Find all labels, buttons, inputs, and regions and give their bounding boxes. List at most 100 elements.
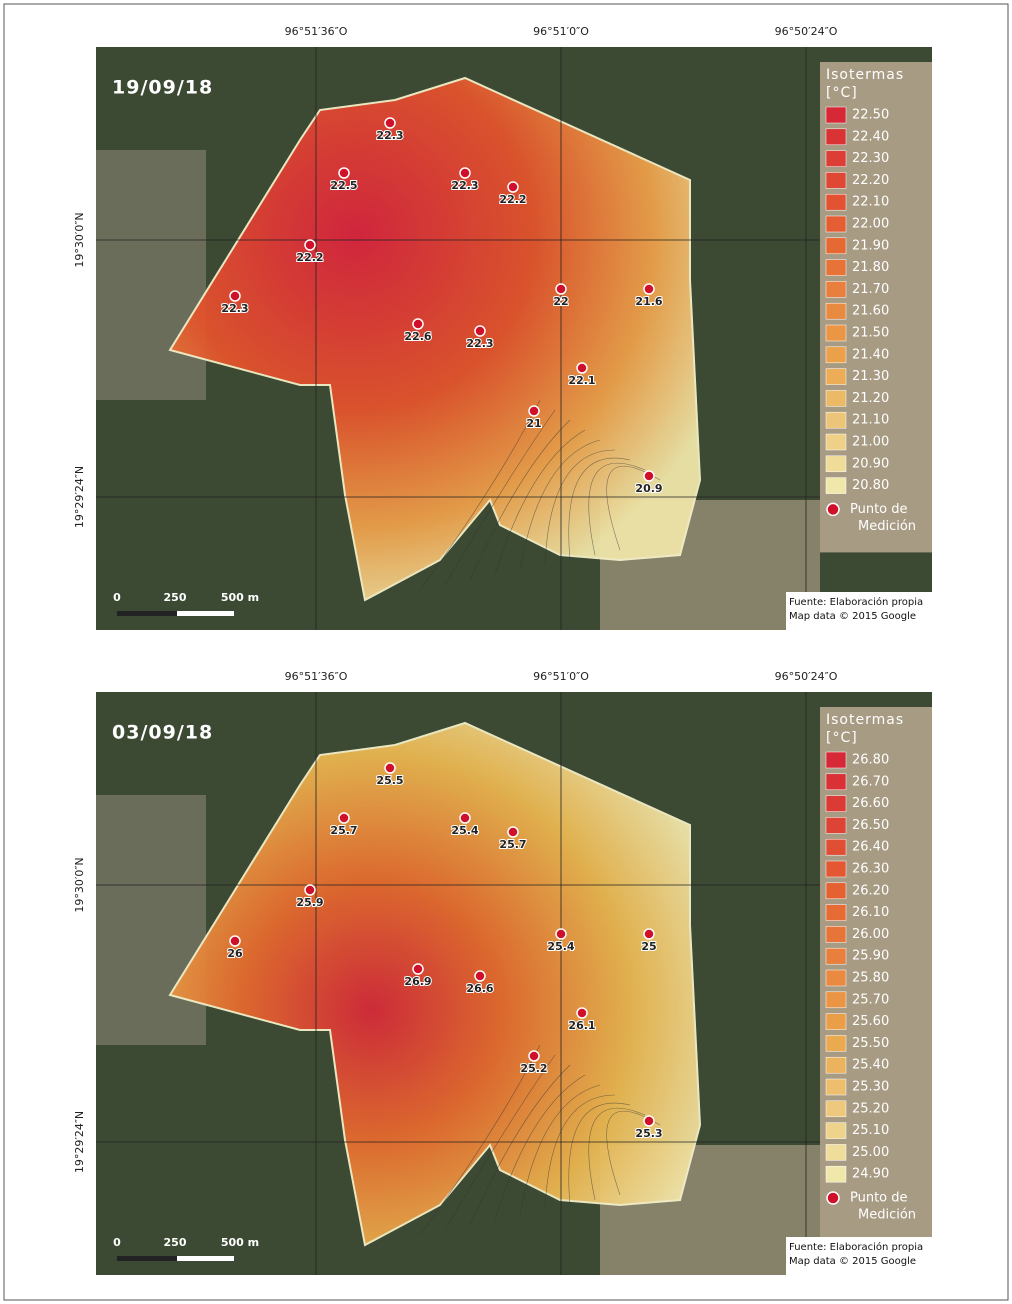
legend-entry: 21.00 [852, 435, 889, 450]
legend-swatch [825, 860, 847, 878]
scale-label: 250 [164, 1236, 187, 1249]
legend-entry: 21.80 [852, 260, 889, 275]
scale-label: 250 [164, 591, 187, 604]
source-text: Map data © 2015 Google [789, 1256, 916, 1267]
source-box [786, 1237, 932, 1275]
measurement-point [338, 812, 350, 824]
legend-swatch [825, 455, 847, 473]
measurement-point [555, 283, 567, 295]
legend-point-label: Medición [858, 519, 916, 534]
longitude-label: 96°51′0″O [533, 670, 589, 683]
legend-entry: 21.20 [852, 391, 889, 406]
isotherm-line [606, 465, 661, 551]
legend-entry: 21.30 [852, 369, 889, 384]
legend-swatch [825, 172, 847, 189]
legend-entry: 21.50 [852, 326, 889, 341]
longitude-label: 96°51′36″O [285, 25, 348, 38]
legend-swatch [825, 947, 847, 965]
legend-entry: 25.80 [852, 971, 889, 986]
isotherm-line [494, 1074, 586, 1221]
legend-entry: 25.00 [852, 1145, 889, 1160]
point-value: 25.5 [376, 774, 403, 787]
point-value: 26.1 [568, 1019, 595, 1032]
point-value: 25.9 [296, 896, 323, 909]
legend-swatch [825, 773, 847, 791]
measurement-point [576, 1007, 588, 1019]
scale-bar [177, 1256, 234, 1261]
map-date: 03/09/18 [112, 722, 213, 744]
legend-entry: 22.20 [852, 173, 889, 188]
urban-area [96, 795, 206, 1045]
point-value: 25.2 [520, 1062, 547, 1075]
legend-entry: 22.30 [852, 151, 889, 166]
point-value: 22.5 [330, 179, 357, 192]
latitude-label: 19°29′24″N [73, 466, 86, 528]
legend-entry: 26.40 [852, 840, 889, 855]
legend-swatch [825, 1165, 847, 1183]
point-value: 22.3 [221, 302, 248, 315]
isotherm-line [606, 1110, 661, 1196]
isotherm-line [494, 429, 586, 576]
legend-entry: 26.80 [852, 753, 889, 768]
point-value: 22.3 [466, 337, 493, 350]
legend-swatch [825, 838, 847, 856]
legend-swatch [825, 128, 847, 146]
point-value: 22.1 [568, 374, 595, 387]
legend-swatch [825, 795, 847, 812]
legend-point-label: Punto de [850, 1191, 908, 1206]
legend-swatch [825, 1122, 847, 1139]
legend-entry: 26.30 [852, 862, 889, 877]
legend-entry: 22.10 [852, 195, 889, 210]
scale-label: 0 [113, 1236, 121, 1249]
isotherm-line [544, 1094, 616, 1211]
isotherm-surface [168, 76, 702, 602]
legend-swatch [825, 302, 847, 320]
legend-swatch [825, 1100, 847, 1118]
legend-entry: 21.70 [852, 282, 889, 297]
isotherm-line [544, 449, 616, 566]
isotherm-line [469, 419, 571, 581]
measurement-point [643, 1115, 655, 1127]
measurement-point [555, 928, 567, 940]
legend-swatch [825, 433, 847, 451]
legend-entry: 26.00 [852, 927, 889, 942]
point-value: 26.9 [404, 975, 431, 988]
legend-swatch [825, 904, 847, 921]
latitude-label: 19°29′24″N [73, 1111, 86, 1173]
legend-entry: 25.40 [852, 1058, 889, 1073]
scale-label: 500 m [221, 591, 259, 604]
measurement-point [338, 167, 350, 179]
measurement-point [384, 117, 396, 129]
legend-point-label: Medición [858, 1208, 916, 1223]
legend-title: Isotermas [826, 712, 904, 728]
point-value: 26.6 [466, 982, 493, 995]
legend-swatch [825, 346, 847, 364]
legend-swatch [825, 215, 847, 233]
legend-entry: 21.40 [852, 347, 889, 362]
legend-swatch [825, 259, 847, 276]
measurement-point [412, 963, 424, 975]
legend-swatch [825, 751, 847, 769]
measurement-point [507, 181, 519, 193]
measurement-point [459, 167, 471, 179]
latitude-label: 19°30′0″N [73, 212, 86, 267]
measurement-point [412, 318, 424, 330]
legend-swatch [825, 926, 847, 943]
legend-swatch [825, 390, 847, 407]
point-value: 22.6 [404, 330, 431, 343]
legend-entry: 26.60 [852, 796, 889, 811]
frame [3, 3, 1009, 1301]
longitude-label: 96°51′0″O [533, 25, 589, 38]
legend-swatch [825, 193, 847, 211]
legend-title: Isotermas [826, 67, 904, 83]
legend-point-symbol [826, 502, 840, 517]
legend-entry: 25.20 [852, 1101, 889, 1116]
measurement-point [384, 762, 396, 774]
measurement-point [643, 283, 655, 295]
source-box [786, 592, 932, 630]
legend-swatch [825, 411, 847, 429]
isotherm-line [419, 1044, 541, 1236]
map-panel: 96°51′36″O 96°51′0″O 96°50′24″O 19°30′0″N 19… [73, 25, 932, 630]
point-value: 20.9 [635, 482, 662, 495]
legend-entry: 20.90 [852, 456, 889, 471]
